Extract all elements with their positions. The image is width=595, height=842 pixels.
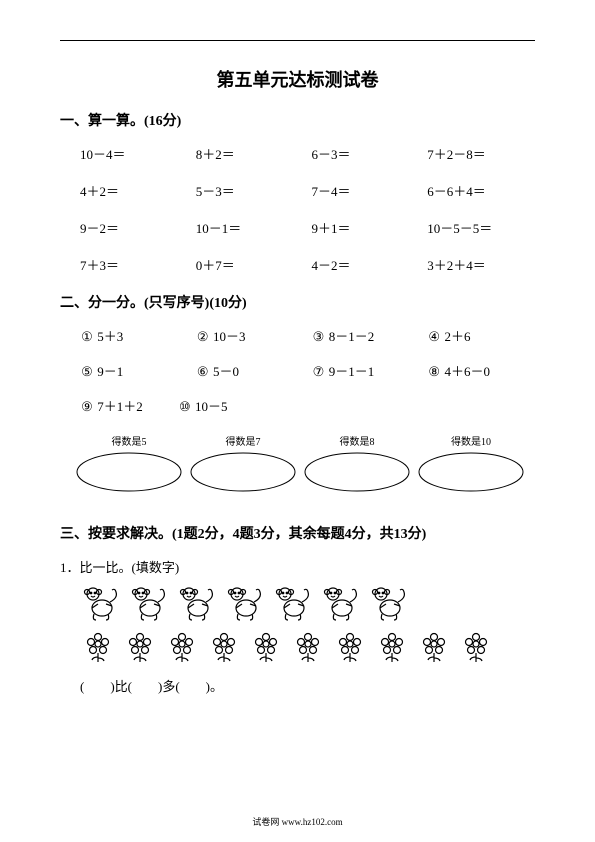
fill-blank-line: ( )比( )多( )。 [80,676,535,695]
flower-icon [164,630,200,666]
flower-icon [374,630,410,666]
oval-group: 得数是10 [417,433,525,493]
section1-header: 一、算一算。(16分) [60,110,535,130]
flower-icon [332,630,368,666]
ovals-block: 得数是5 得数是7 得数是8 得数是10 [75,433,535,493]
monkey-icon [80,582,122,624]
circled-item: ⑨ 7＋1＋2 [80,396,143,415]
monkey-row [80,582,535,624]
circled-item: ③ 8－1－2 [312,326,420,345]
monkey-icon [368,582,410,624]
circled-item: ⑧ 4＋6－0 [427,361,535,380]
circled-expr: 10－3 [213,329,246,344]
circled-expr: 5＋3 [97,329,123,344]
flower-icon [80,630,116,666]
flower-icon [416,630,452,666]
section3-header: 三、按要求解决。(1题2分，4题3分，其余每题4分，共13分) [60,523,535,543]
section2-row3: ⑨ 7＋1＋2 ⑩ 10－5 [80,396,535,415]
circled-item: ② 10－3 [196,326,304,345]
circled-expr: 10－5 [195,399,228,414]
oval-icon [303,451,411,493]
monkey-icon [224,582,266,624]
oval-group: 得数是8 [303,433,411,493]
section2-header: 二、分一分。(只写序号)(10分) [60,292,535,312]
eq-cell: 8＋2＝ [196,144,304,163]
eq-cell: 7－4＝ [312,181,420,200]
circled-num: ② [196,329,210,345]
circled-item: ⑥ 5－0 [196,361,304,380]
eq-cell: 10－4＝ [80,144,188,163]
eq-cell: 5－3＝ [196,181,304,200]
eq-cell: 6－6＋4＝ [427,181,535,200]
oval-icon [75,451,183,493]
section3-q1: 1．比一比。(填数字) [60,557,535,576]
flower-icon [248,630,284,666]
oval-icon [189,451,297,493]
circled-item: ⑦ 9－1－1 [312,361,420,380]
circled-num: ① [80,329,94,345]
eq-cell: 7＋3＝ [80,255,188,274]
monkey-icon [320,582,362,624]
circled-item: ④ 2＋6 [427,326,535,345]
monkey-icon [128,582,170,624]
circled-num: ⑥ [196,364,210,380]
circled-expr: 4＋6－0 [445,364,491,379]
circled-num: ⑨ [80,399,94,415]
circled-num: ⑤ [80,364,94,380]
circled-expr: 8－1－2 [329,329,375,344]
eq-cell: 9＋1＝ [312,218,420,237]
circled-num: ⑩ [178,399,192,415]
circled-expr: 2＋6 [445,329,471,344]
page-footer: 试卷网 www.hz102.com [0,815,595,828]
eq-cell: 10－5－5＝ [427,218,535,237]
circled-item: ⑤ 9－1 [80,361,188,380]
flower-icon [290,630,326,666]
eq-cell: 0＋7＝ [196,255,304,274]
section1-grid: 10－4＝ 8＋2＝ 6－3＝ 7＋2－8＝ 4＋2＝ 5－3＝ 7－4＝ 6－… [80,144,535,274]
circled-expr: 9－1 [97,364,123,379]
circled-num: ⑧ [427,364,441,380]
flower-icon [206,630,242,666]
eq-cell: 6－3＝ [312,144,420,163]
eq-cell: 3＋2＋4＝ [427,255,535,274]
eq-cell: 7＋2－8＝ [427,144,535,163]
page-title: 第五单元达标测试卷 [60,66,535,92]
oval-label: 得数是5 [112,433,147,448]
monkey-icon [176,582,218,624]
eq-cell: 4＋2＝ [80,181,188,200]
section2-row1: ① 5＋3 ② 10－3 ③ 8－1－2 ④ 2＋6 [80,326,535,345]
eq-cell: 9－2＝ [80,218,188,237]
eq-cell: 10－1＝ [196,218,304,237]
circled-num: ⑦ [312,364,326,380]
circled-expr: 5－0 [213,364,239,379]
eq-cell: 4－2＝ [312,255,420,274]
oval-icon [417,451,525,493]
circled-num: ③ [312,329,326,345]
oval-label: 得数是7 [226,433,261,448]
oval-label: 得数是8 [340,433,375,448]
oval-label: 得数是10 [451,433,491,448]
section2-row2: ⑤ 9－1 ⑥ 5－0 ⑦ 9－1－1 ⑧ 4＋6－0 [80,361,535,380]
flower-icon [122,630,158,666]
circled-num: ④ [427,329,441,345]
circled-item: ⑩ 10－5 [178,396,228,415]
circled-expr: 7＋1＋2 [97,399,143,414]
circled-expr: 9－1－1 [329,364,375,379]
flower-row [80,630,535,666]
monkey-icon [272,582,314,624]
flower-icon [458,630,494,666]
oval-group: 得数是5 [75,433,183,493]
top-rule [60,40,535,41]
oval-group: 得数是7 [189,433,297,493]
circled-item: ① 5＋3 [80,326,188,345]
